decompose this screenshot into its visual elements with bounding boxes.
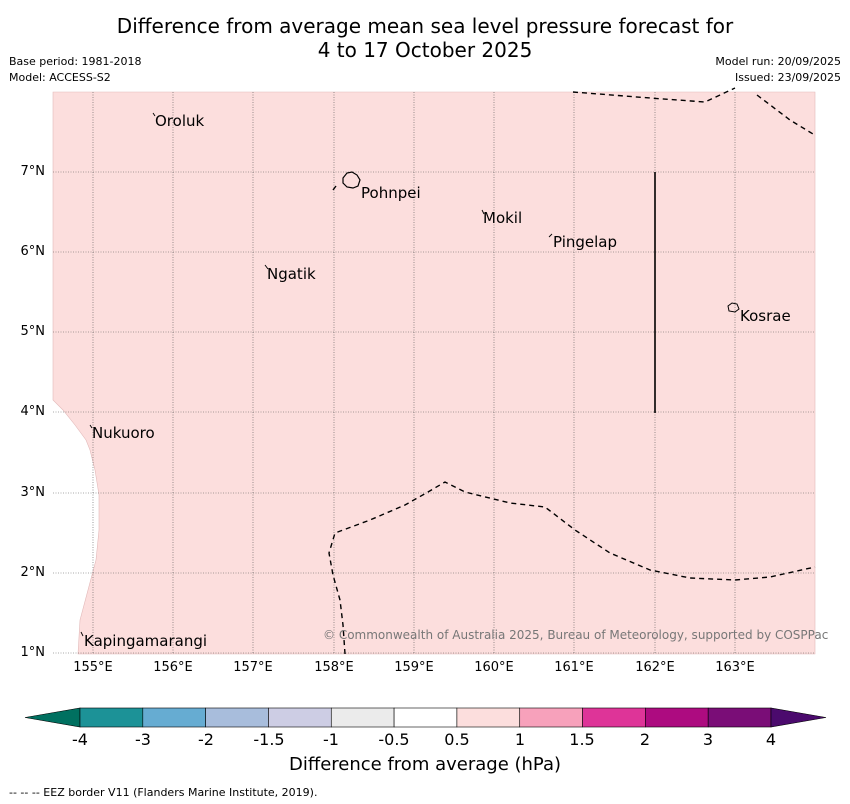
place-label-oroluk: Oroluk bbox=[155, 112, 205, 130]
pingelap-marker bbox=[548, 233, 553, 238]
eez-border-north bbox=[572, 87, 736, 103]
colorbar-tick-label: 1.5 bbox=[569, 730, 595, 749]
ngatik-marker bbox=[264, 264, 269, 270]
lon-label: 159°E bbox=[394, 660, 434, 675]
colorbar-tick-label: -3 bbox=[135, 730, 151, 749]
place-label-pohnpei: Pohnpei bbox=[361, 184, 421, 202]
lat-label: 6°N bbox=[20, 244, 46, 259]
colorbar-swatch bbox=[268, 707, 332, 728]
eez-border-south bbox=[328, 481, 816, 655]
colorbar-tick-label: -1.5 bbox=[253, 730, 285, 749]
colorbar-swatch bbox=[456, 707, 521, 728]
colorbar-swatch bbox=[393, 707, 458, 728]
colorbar-tick-label: 1 bbox=[514, 730, 526, 749]
atoll-markers bbox=[80, 112, 553, 637]
place-label-mokil: Mokil bbox=[483, 209, 523, 227]
copyright-text: © Commonwealth of Australia 2025, Bureau… bbox=[323, 628, 829, 642]
colorbar-swatch bbox=[707, 707, 772, 728]
nukuoro-marker bbox=[89, 424, 93, 429]
lat-label: 2°N bbox=[20, 565, 46, 580]
colorbar-swatch bbox=[519, 707, 583, 728]
colorbar-tick-label: 2 bbox=[639, 730, 651, 749]
meta-left: Base period: 1981-2018 Model: ACCESS-S2 bbox=[9, 54, 141, 86]
colorbar bbox=[24, 707, 827, 728]
lat-label: 5°N bbox=[20, 324, 46, 339]
oroluk-marker bbox=[152, 112, 156, 117]
chart-title-line1: Difference from average mean sea level p… bbox=[116, 14, 734, 38]
lat-label: 7°N bbox=[20, 164, 46, 179]
meta-right: Model run: 20/09/2025 Issued: 23/09/2025 bbox=[715, 54, 841, 86]
colorbar-swatch bbox=[582, 707, 646, 728]
eez-borders bbox=[328, 87, 816, 655]
colorbar-label: Difference from average (hPa) bbox=[288, 754, 562, 775]
model-run-text: Model run: 20/09/2025 bbox=[715, 55, 841, 68]
eez-footnote: -- -- -- EEZ border V11 (Flanders Marine… bbox=[9, 786, 318, 799]
colorbar-extend-high bbox=[770, 707, 827, 728]
colorbar-tick-label: 3 bbox=[702, 730, 714, 749]
eez-border-northeast bbox=[756, 94, 814, 135]
pohnpei-island-shape bbox=[342, 171, 361, 189]
eez-border-pohnpei bbox=[332, 185, 337, 191]
lat-label: 3°N bbox=[20, 485, 46, 500]
lon-label: 155°E bbox=[73, 660, 113, 675]
lon-label: 163°E bbox=[715, 660, 755, 675]
place-label-kosrae: Kosrae bbox=[740, 307, 791, 325]
chart-title-line2: 4 to 17 October 2025 bbox=[317, 38, 533, 62]
colorbar-tick-label: -4 bbox=[72, 730, 88, 749]
place-label-kapingamarangi: Kapingamarangi bbox=[84, 632, 208, 650]
lon-label: 157°E bbox=[233, 660, 273, 675]
kosrae-island-shape bbox=[727, 302, 740, 313]
lon-label: 162°E bbox=[635, 660, 675, 675]
place-label-ngatik: Ngatik bbox=[267, 265, 316, 283]
colorbar-tick-label: 0.5 bbox=[444, 730, 470, 749]
colorbar-tick-label: -1 bbox=[323, 730, 339, 749]
colorbar-swatch bbox=[142, 707, 206, 728]
lon-label: 156°E bbox=[153, 660, 193, 675]
mokil-marker bbox=[481, 209, 485, 215]
kapingamarangi-marker bbox=[80, 631, 84, 637]
colorbar-swatch bbox=[205, 707, 269, 728]
lon-label: 158°E bbox=[314, 660, 354, 675]
model-text: Model: ACCESS-S2 bbox=[9, 71, 111, 84]
colorbar-swatch bbox=[79, 707, 144, 728]
place-label-nukuoro: Nukuoro bbox=[92, 424, 155, 442]
lat-label: 4°N bbox=[20, 404, 46, 419]
colorbar-swatch bbox=[645, 707, 709, 728]
lon-label: 160°E bbox=[474, 660, 514, 675]
pressure-anomaly-fill bbox=[52, 91, 816, 655]
colorbar-tick-label: -2 bbox=[198, 730, 214, 749]
base-period-text: Base period: 1981-2018 bbox=[9, 55, 142, 68]
colorbar-tick-label: -0.5 bbox=[378, 730, 410, 749]
place-label-pingelap: Pingelap bbox=[553, 233, 618, 251]
lat-label: 1°N bbox=[20, 645, 46, 660]
colorbar-extend-low bbox=[24, 707, 81, 728]
issued-text: Issued: 23/09/2025 bbox=[734, 71, 841, 84]
colorbar-tick-label: 4 bbox=[765, 730, 777, 749]
lon-label: 161°E bbox=[554, 660, 594, 675]
colorbar-swatch bbox=[330, 707, 395, 728]
